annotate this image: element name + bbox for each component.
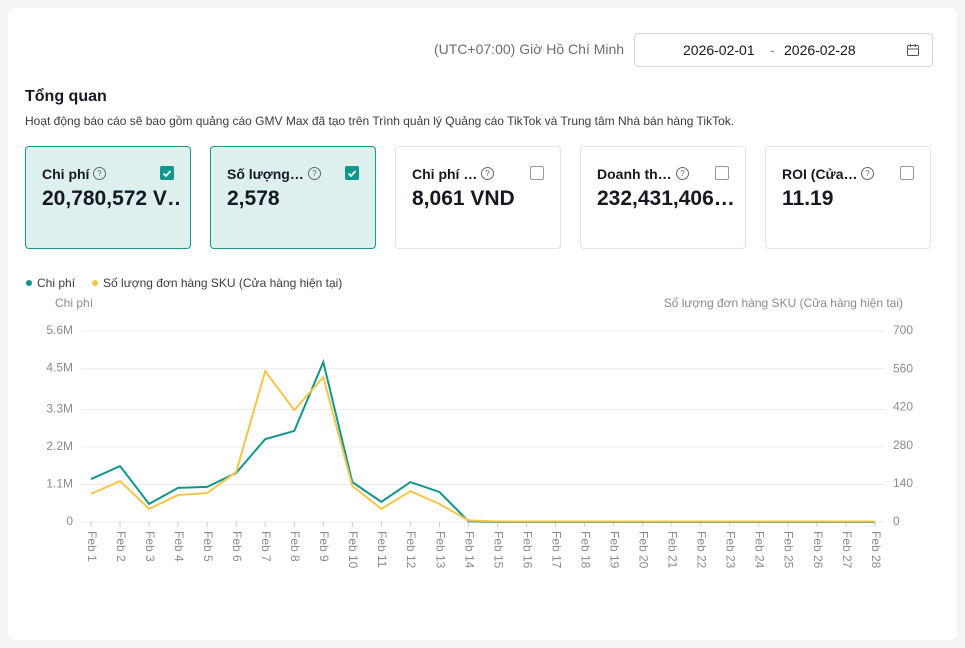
metric-card[interactable]: Số lượng… 2,578?	[210, 146, 376, 249]
x-tick-label: Feb 5	[201, 531, 215, 562]
legend-marker	[92, 280, 99, 286]
y2-axis-title: Số lượng đơn hàng SKU (Cửa hàng hiện tại…	[664, 296, 903, 310]
x-tick-label: Feb 1	[85, 531, 99, 562]
metric-card[interactable]: Chi phí … 8,061 VND?	[395, 146, 561, 249]
legend-label: Số lượng đơn hàng SKU (Cửa hàng hiện tại…	[103, 276, 342, 290]
overview-panel	[8, 8, 957, 640]
calendar-icon	[907, 44, 919, 56]
metric-label: Chi phí	[42, 166, 90, 182]
checkbox[interactable]	[345, 166, 359, 180]
x-tick-label: Feb 21	[666, 531, 680, 569]
y-tick-label: 1.1M	[46, 477, 73, 491]
x-tick-label: Feb 23	[724, 531, 738, 569]
metric-card[interactable]: ROI (Cửa… 11.19?	[765, 146, 931, 249]
legend-marker	[26, 280, 32, 286]
y2-tick-label: 420	[893, 400, 913, 414]
x-tick-label: Feb 4	[172, 531, 186, 562]
x-tick-label: Feb 12	[404, 531, 418, 569]
checkbox[interactable]	[530, 166, 544, 180]
x-tick-label: Feb 16	[520, 531, 534, 569]
help-icon: ?	[676, 167, 689, 180]
x-tick-label: Feb 8	[288, 531, 302, 562]
metric-value: 2,578	[227, 187, 280, 210]
checkbox[interactable]	[715, 166, 729, 180]
x-tick-label: Feb 25	[782, 531, 796, 569]
x-tick-label: Feb 7	[259, 531, 273, 562]
x-tick-label: Feb 10	[346, 531, 360, 569]
metric-label: Chi phí …	[412, 166, 478, 182]
metric-value: 232,431,406…	[597, 187, 735, 210]
checkbox[interactable]	[900, 166, 914, 180]
y-tick-label: 4.5M	[46, 361, 73, 375]
checkbox[interactable]	[160, 166, 174, 180]
metric-label: Doanh th…	[597, 166, 672, 182]
date-start: 2026-02-01	[683, 42, 755, 58]
help-icon: ?	[308, 167, 321, 180]
x-tick-label: Feb 11	[375, 531, 389, 568]
metric-card[interactable]: Chi phí 20,780,572 V…?	[25, 146, 191, 249]
x-tick-label: Feb 20	[637, 531, 651, 569]
y-axis-title: Chi phí	[55, 296, 94, 310]
x-tick-label: Feb 19	[607, 531, 621, 569]
metric-label: ROI (Cửa…	[782, 166, 858, 182]
y-tick-label: 5.6M	[46, 323, 73, 337]
section-description: Hoạt động báo cáo sẽ bao gồm quảng cáo G…	[25, 114, 735, 128]
y2-tick-label: 560	[893, 361, 913, 375]
y-tick-label: 3.3M	[46, 402, 73, 416]
x-tick-label: Feb 14	[462, 531, 476, 569]
x-tick-label: Feb 28	[869, 531, 883, 569]
x-tick-label: Feb 15	[491, 531, 505, 569]
metric-value: 11.19	[782, 187, 834, 210]
series-line	[90, 368, 875, 523]
x-tick-label: Feb 17	[549, 531, 563, 569]
y2-tick-label: 700	[893, 323, 913, 337]
x-tick-label: Feb 27	[840, 531, 854, 569]
x-tick-label: Feb 22	[695, 531, 709, 569]
x-tick-label: Feb 24	[753, 531, 767, 569]
x-tick-label: Feb 26	[811, 531, 825, 569]
x-tick-label: Feb 13	[433, 531, 447, 569]
y2-tick-label: 280	[893, 438, 913, 452]
series-line	[90, 358, 875, 523]
section-title: Tổng quan	[25, 88, 107, 105]
y2-tick-label: 140	[893, 476, 913, 490]
legend-label: Chi phí	[37, 276, 76, 290]
metric-card[interactable]: Doanh th… 232,431,406…?	[580, 146, 746, 249]
date-end: 2026-02-28	[784, 42, 856, 58]
y-tick-label: 0	[66, 514, 73, 528]
y2-tick-label: 0	[893, 514, 900, 528]
x-tick-label: Feb 9	[317, 531, 331, 562]
help-icon: ?	[481, 167, 494, 180]
timezone: (UTC+07:00) Giờ Hồ Chí Minh	[434, 41, 625, 57]
x-tick-label: Feb 18	[578, 531, 592, 569]
help-icon: ?	[861, 167, 874, 180]
x-tick-label: Feb 2	[114, 531, 128, 562]
x-tick-label: Feb 6	[230, 531, 244, 562]
metric-value: 20,780,572 V…	[42, 187, 182, 210]
y-tick-label: 2.2M	[46, 439, 73, 453]
metric-label: Số lượng…	[227, 166, 304, 182]
date-picker[interactable]: 2026-02-01 - 2026-02-28	[634, 33, 933, 67]
date-separator: -	[770, 42, 775, 58]
x-tick-label: Feb 3	[143, 531, 157, 562]
metric-value: 8,061 VND	[412, 187, 515, 210]
help-icon: ?	[93, 167, 106, 180]
